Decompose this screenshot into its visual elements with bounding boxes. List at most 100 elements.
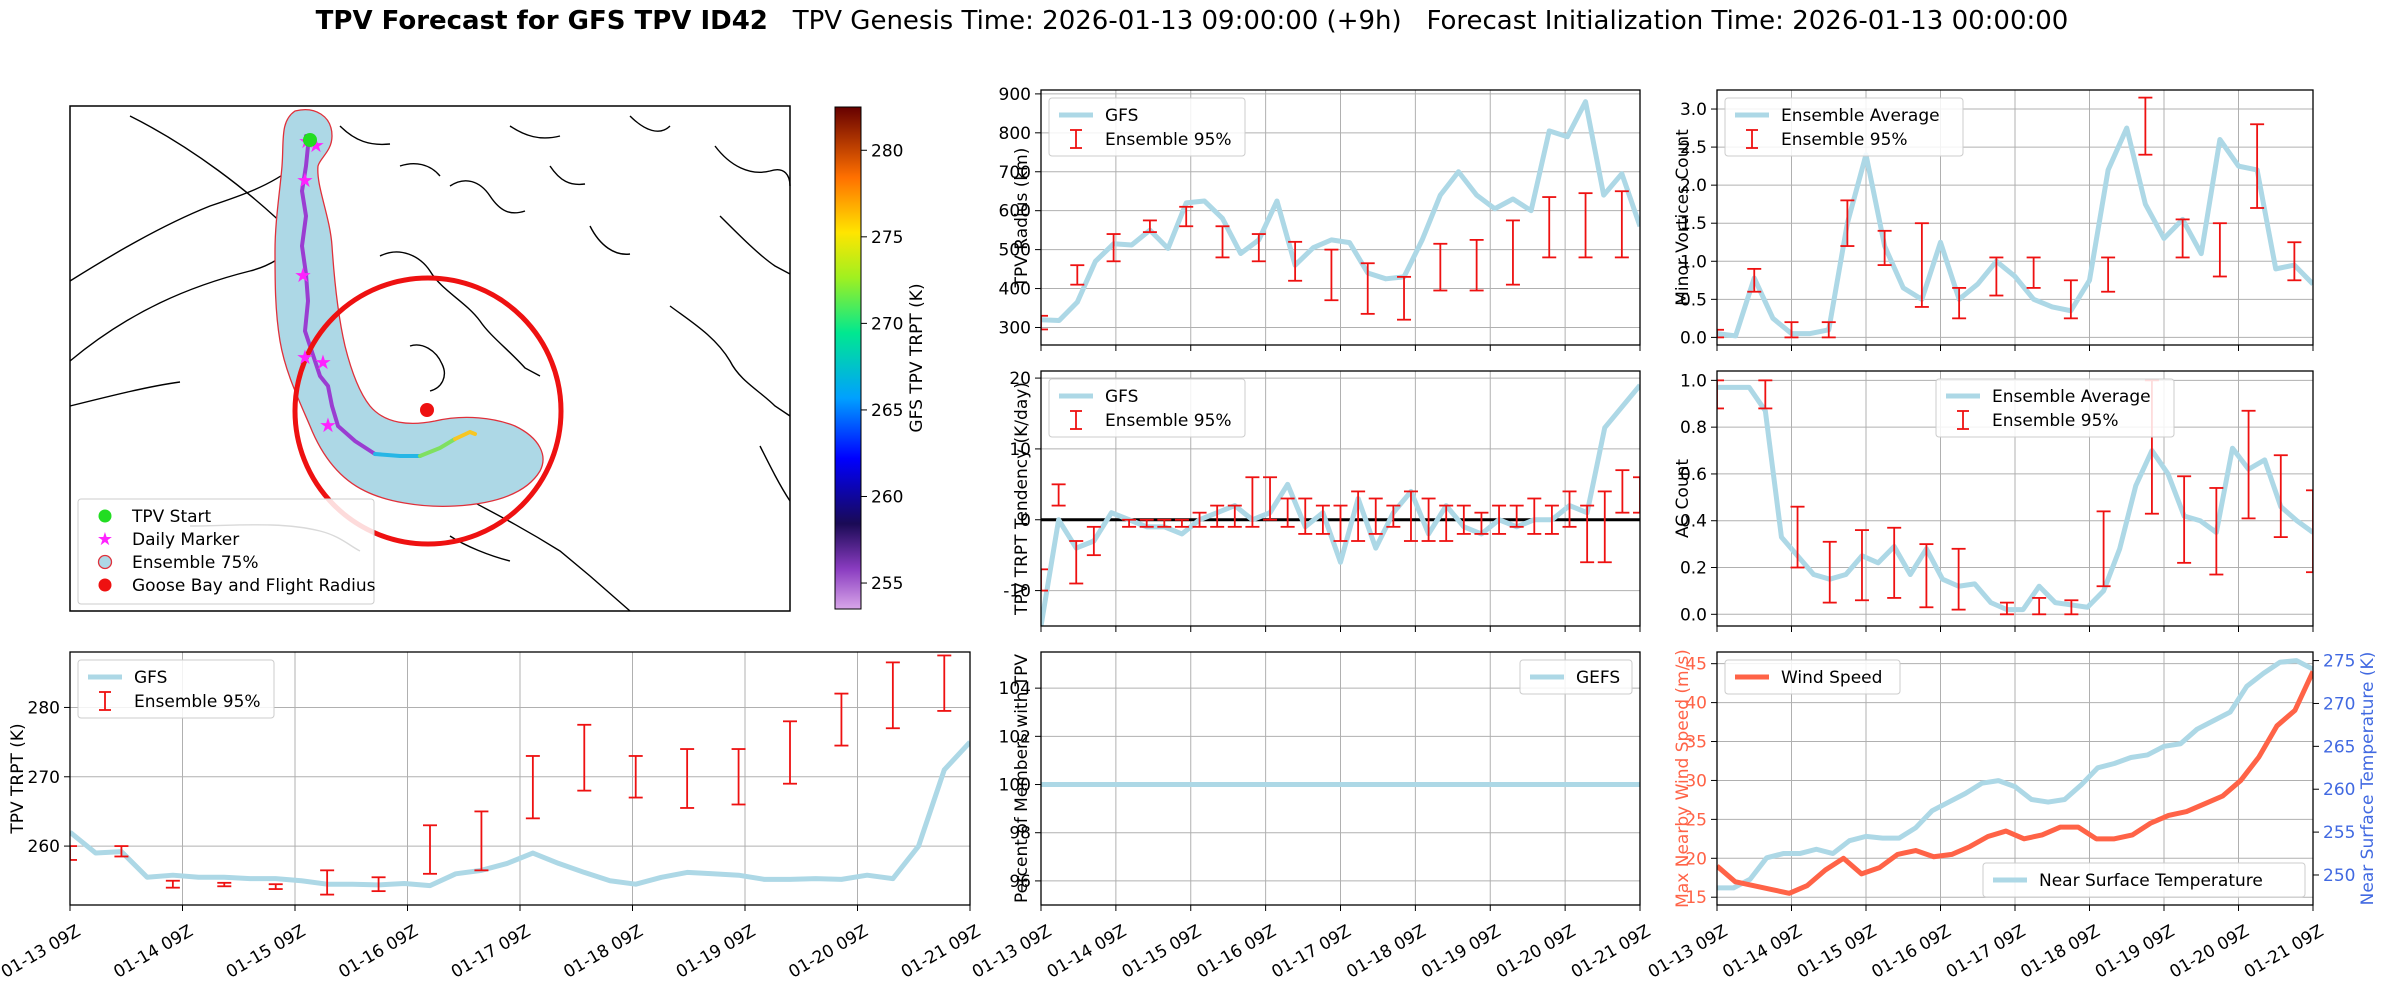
colorbar: 255 260 265 270 275 280 GFS TPV TRPT (K) <box>834 106 927 610</box>
y-tick-label: 35 <box>1685 733 1707 753</box>
svg-text:★: ★ <box>319 413 337 437</box>
error-bar <box>1433 242 1448 292</box>
error-bar <box>1351 490 1366 542</box>
error-bar <box>1919 543 1934 609</box>
map-legend: TPV Start ★ Daily Marker Ensemble 75% Go… <box>77 498 376 605</box>
right-tick-label: 275 <box>2323 652 2355 672</box>
error-bar <box>2325 265 2339 311</box>
x-tick-label: 01-16 09Z <box>1868 921 1954 982</box>
error-bar <box>680 748 695 809</box>
legend-label: Ensemble Average <box>1781 106 1940 126</box>
y-tick-label: 15 <box>1685 888 1707 908</box>
error-bar <box>1086 525 1101 557</box>
legend-label: Ensemble 95% <box>1992 411 2119 431</box>
radius-marks <box>1041 99 1640 331</box>
y-tick-label: 0 <box>1020 511 1031 531</box>
error-bar <box>2287 241 2302 282</box>
error-bar <box>1192 511 1207 528</box>
error-bar <box>1914 222 1929 308</box>
y-tick-label: 260 <box>28 837 60 857</box>
y-tick-label: 20 <box>1685 849 1707 869</box>
x-tick-label: 01-20 09Z <box>2166 921 2252 982</box>
error-bar <box>1492 504 1507 535</box>
error-bar <box>1324 248 1339 302</box>
y-axis-label: AC Count <box>1673 459 1693 538</box>
error-bar <box>1288 240 1303 282</box>
error-bar <box>2175 218 2190 259</box>
x-tick-label: 01-17 09Z <box>1943 921 2029 982</box>
trpt-legend: GFS Ensemble 95% <box>77 659 275 719</box>
trpt-frame <box>69 651 971 906</box>
y-tick-label: 600 <box>999 202 1031 222</box>
x-tick-label: 01-14 09Z <box>110 921 196 982</box>
x-tick-label: 01-21 09Z <box>1568 921 1654 982</box>
legend-start-label: TPV Start <box>131 507 212 527</box>
tpv-start-marker <box>303 133 317 147</box>
error-bar <box>1298 497 1313 535</box>
y-tick-label: 104 <box>999 679 1031 699</box>
y-tick-label: 0.4 <box>1680 512 1707 532</box>
error-bar <box>2101 256 2116 293</box>
y-tick-label: 0.6 <box>1680 465 1707 485</box>
error-bar <box>2241 409 2256 520</box>
error-bar <box>1251 233 1266 263</box>
series-line <box>1717 670 2313 896</box>
colorbar-tick-label: 255 <box>871 574 903 594</box>
error-bar <box>1821 321 1836 339</box>
colorbar-label: GFS TPV TRPT (K) <box>907 283 927 432</box>
x-tick-label: 01-15 09Z <box>1794 921 1880 982</box>
y-tick-label: 10 <box>1009 440 1031 460</box>
series-line <box>1041 383 1640 626</box>
error-bar <box>1784 321 1799 339</box>
colorbar-tick-label: 275 <box>871 228 903 248</box>
legend-box <box>1048 97 1246 157</box>
y-tick-label: 25 <box>1685 810 1707 830</box>
error-bar <box>834 692 849 747</box>
error-bar <box>371 876 386 893</box>
error-bar <box>1122 518 1137 528</box>
legend-label: Ensemble 95% <box>1105 411 1232 431</box>
error-bar <box>783 720 797 785</box>
error-bar <box>2138 96 2153 156</box>
error-bar <box>1263 476 1278 521</box>
y-tick-label: 102 <box>999 727 1031 747</box>
radius-chart: 300 400 500 600 700 800 900 TPV Radius (km) GFS E… <box>999 85 1641 351</box>
y-tick-label: 1.0 <box>1680 252 1707 272</box>
x-tick-label: 01-13 09Z <box>1645 921 1731 982</box>
radius-legend: GFS Ensemble 95% <box>1048 97 1246 157</box>
error-bar <box>1456 504 1471 535</box>
error-bar <box>1999 601 2014 616</box>
init-time: Forecast Initialization Time: 2026-01-13… <box>1426 6 2069 36</box>
error-bar <box>268 883 283 890</box>
x-tick-label: 01-21 09Z <box>898 921 984 982</box>
error-bar <box>217 881 232 888</box>
error-bar <box>1070 264 1085 286</box>
error-bar <box>1578 192 1593 259</box>
y-tick-label: 800 <box>999 124 1031 144</box>
track-map: ★★★ ★★★★ TPV Start ★ Daily Marker Ensemb… <box>69 105 791 612</box>
legend-label: Ensemble Average <box>1992 387 2151 407</box>
gfs-track-end <box>453 429 477 441</box>
error-bar <box>1041 568 1048 592</box>
error-bar <box>1051 483 1066 507</box>
x-tick-label: 01-19 09Z <box>1418 921 1504 982</box>
colorbar-tick-label: 270 <box>871 314 903 334</box>
y-tick-label: 30 <box>1685 771 1707 791</box>
colorbar-tick-label: 280 <box>871 141 903 161</box>
x-tick-label: 01-15 09Z <box>1119 921 1205 982</box>
series-line <box>1041 99 1640 323</box>
error-bar <box>1157 518 1172 528</box>
error-bar <box>1210 504 1225 528</box>
error-bar <box>1822 540 1837 604</box>
y-tick-label: 280 <box>28 698 60 718</box>
svg-text:★: ★ <box>294 263 312 287</box>
minor-frame <box>1716 89 2314 346</box>
minor-chart: 0.0 0.5 1.0 1.5 2.0 2.5 3.0 Minor Vortices Coun… <box>1673 89 2339 351</box>
percent-legend: GEFS <box>1519 659 1633 695</box>
legend-label: GFS <box>134 668 167 688</box>
right-tick-label: 265 <box>2323 737 2355 757</box>
error-bar <box>70 845 77 861</box>
legend-label: Wind Speed <box>1781 668 1882 688</box>
